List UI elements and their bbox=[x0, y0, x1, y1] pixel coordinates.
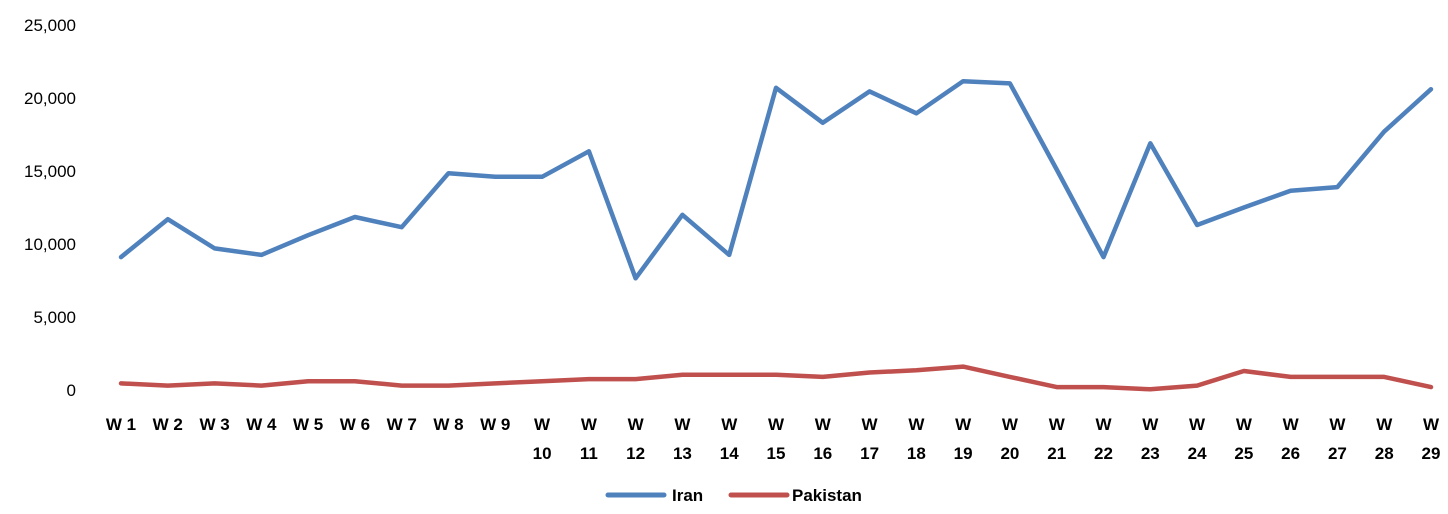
x-tick-label: W 16 bbox=[813, 415, 832, 463]
series-lines bbox=[118, 78, 1434, 392]
x-tick-label: W 3 bbox=[199, 415, 229, 434]
x-tick-label: W 9 bbox=[480, 415, 510, 434]
x-tick-label: W 12 bbox=[626, 415, 645, 463]
x-tick-label: W 17 bbox=[860, 415, 879, 463]
x-tick-label: W 24 bbox=[1188, 415, 1207, 463]
x-tick-label: W 18 bbox=[907, 415, 926, 463]
x-tick-label: W 28 bbox=[1375, 415, 1394, 463]
y-axis-ticks: 0 5,000 10,000 15,000 20,000 25,000 bbox=[24, 16, 76, 400]
x-tick-label: W 20 bbox=[1000, 415, 1019, 463]
x-tick-label: W 5 bbox=[293, 415, 323, 434]
series-line-iran bbox=[118, 78, 1434, 281]
x-axis-ticks: W 1 W 2 W 3 W 4 W 5 W 6 W 7 W 8 W 9 W 10 W 11 W 12 W 13 W… bbox=[106, 415, 1441, 463]
legend-label: Pakistan bbox=[792, 486, 862, 505]
x-tick-label: W 1 bbox=[106, 415, 136, 434]
legend: Iran Pakistan bbox=[605, 486, 862, 505]
x-tick-label: W 23 bbox=[1141, 415, 1160, 463]
x-tick-label: W 7 bbox=[387, 415, 417, 434]
x-tick-label: W 10 bbox=[533, 415, 552, 463]
y-tick-label: 5,000 bbox=[33, 308, 76, 327]
series-line-pakistan bbox=[118, 364, 1434, 392]
x-tick-label: W 13 bbox=[673, 415, 692, 463]
legend-item-pakistan: Pakistan bbox=[728, 486, 862, 505]
y-tick-label: 15,000 bbox=[24, 162, 76, 181]
y-tick-label: 10,000 bbox=[24, 235, 76, 254]
x-tick-label: W 21 bbox=[1047, 415, 1066, 463]
y-tick-label: 25,000 bbox=[24, 16, 76, 35]
legend-label: Iran bbox=[672, 486, 703, 505]
y-tick-label: 20,000 bbox=[24, 89, 76, 108]
legend-item-iran: Iran bbox=[605, 486, 703, 505]
x-tick-label: W 19 bbox=[954, 415, 973, 463]
x-tick-label: W 22 bbox=[1094, 415, 1113, 463]
x-tick-label: W 26 bbox=[1281, 415, 1300, 463]
x-tick-label: W 14 bbox=[720, 415, 739, 463]
x-tick-label: W 29 bbox=[1422, 415, 1441, 463]
x-tick-label: W 8 bbox=[433, 415, 463, 434]
x-tick-label: W 4 bbox=[246, 415, 277, 434]
x-tick-label: W 15 bbox=[767, 415, 786, 463]
x-tick-label: W 27 bbox=[1328, 415, 1347, 463]
x-tick-label: W 25 bbox=[1234, 415, 1253, 463]
x-tick-label: W 2 bbox=[153, 415, 183, 434]
y-tick-label: 0 bbox=[67, 381, 76, 400]
x-tick-label: W 11 bbox=[580, 415, 598, 463]
x-tick-label: W 6 bbox=[340, 415, 370, 434]
